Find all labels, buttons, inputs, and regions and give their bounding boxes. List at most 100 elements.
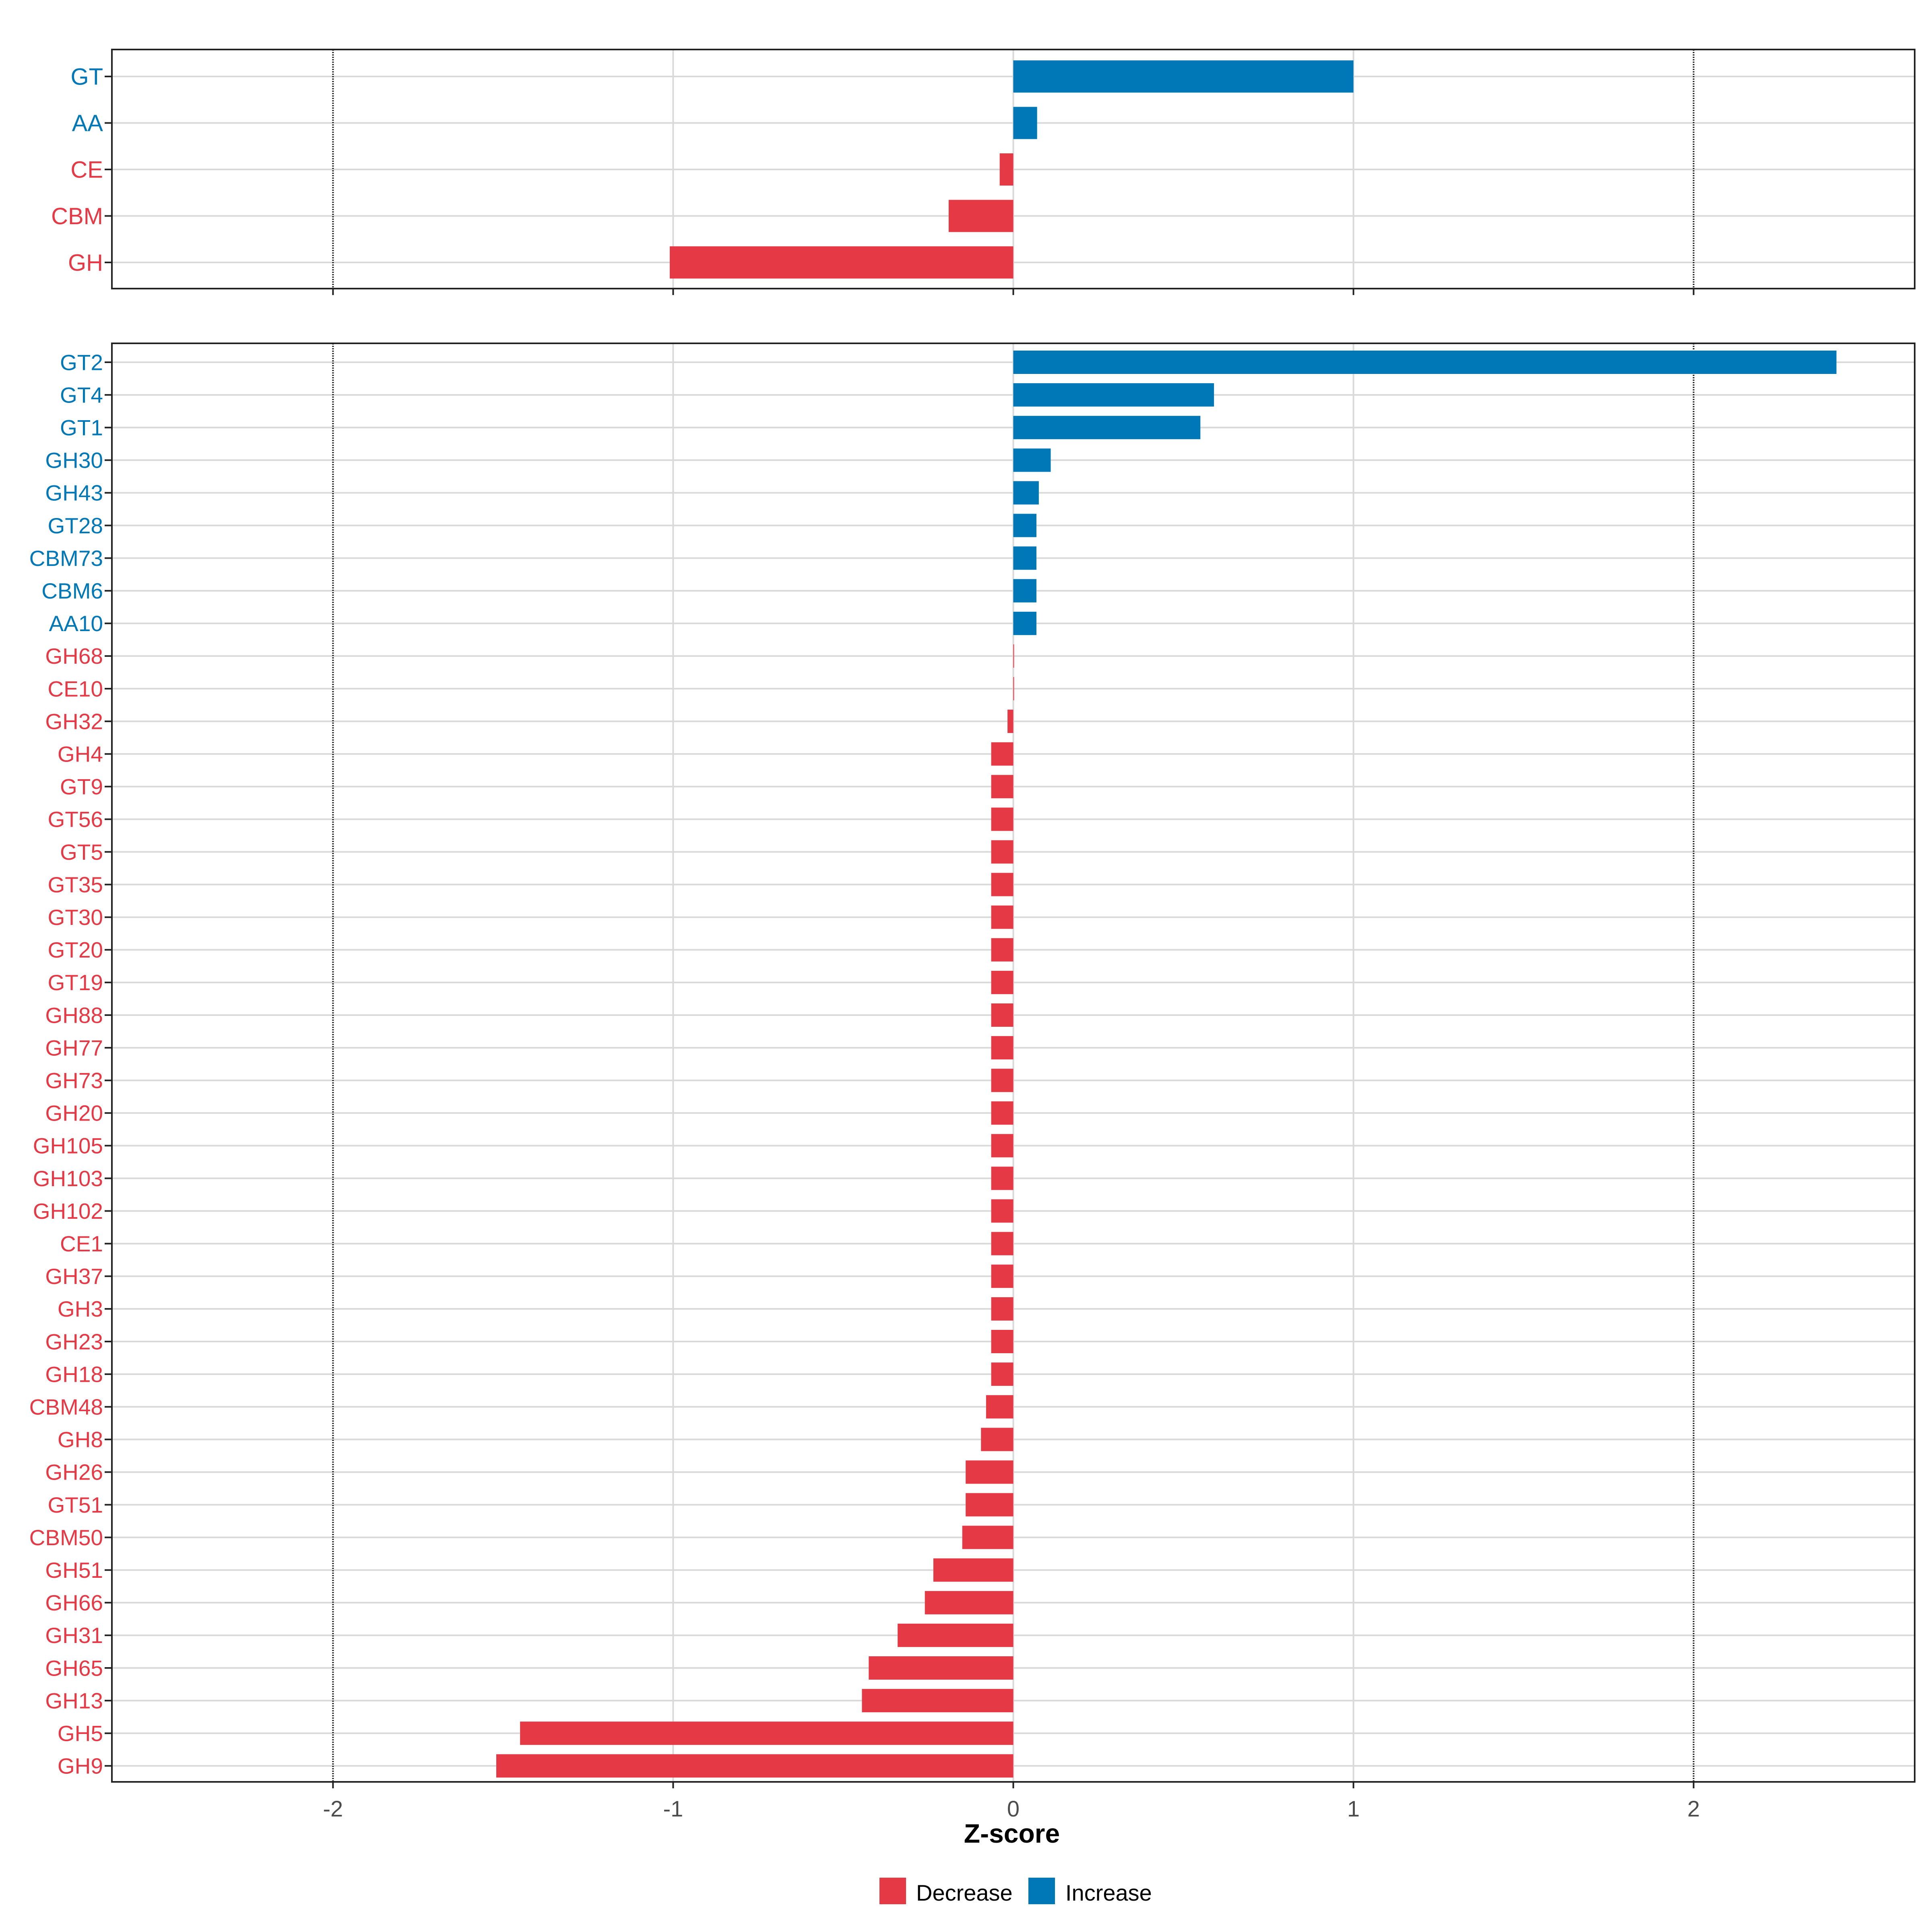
y-label-gt28: GT28	[47, 513, 103, 538]
y-label-cbm48: CBM48	[29, 1394, 103, 1419]
bar-gt1	[1013, 416, 1201, 440]
y-label-gt56: GT56	[47, 807, 103, 832]
bar-gt51	[966, 1493, 1013, 1517]
bar-gt4	[1013, 383, 1214, 407]
y-label-gh30: GH30	[45, 448, 103, 473]
y-label-gt5: GT5	[60, 840, 103, 865]
y-label-gh102: GH102	[33, 1199, 103, 1224]
y-label-gt51: GT51	[47, 1492, 103, 1517]
y-label-aa: AA	[72, 110, 103, 136]
bar-aa	[1013, 107, 1037, 139]
bar-gh13	[862, 1689, 1013, 1713]
y-label-gh: GH	[68, 250, 103, 276]
bar-ce1	[991, 1232, 1013, 1255]
bar-gt2	[1013, 351, 1837, 374]
bar-gt56	[991, 807, 1013, 831]
bar-gh43	[1013, 481, 1039, 505]
bar-gh9	[496, 1754, 1013, 1778]
bar-gh73	[991, 1069, 1013, 1092]
y-label-gh23: GH23	[45, 1329, 103, 1354]
y-label-gh3: GH3	[58, 1296, 103, 1321]
y-label-gh5: GH5	[58, 1721, 103, 1746]
y-label-gh20: GH20	[45, 1101, 103, 1126]
y-label-gh31: GH31	[45, 1623, 103, 1648]
x-tick-label: -2	[323, 1796, 343, 1821]
y-label-cbm: CBM	[51, 203, 103, 229]
bar-cbm50	[962, 1525, 1013, 1549]
x-tick-label: 0	[1007, 1796, 1020, 1821]
bar-gh30	[1013, 448, 1051, 472]
y-label-gh105: GH105	[33, 1133, 103, 1158]
bar-gh105	[991, 1134, 1013, 1158]
y-label-gt20: GT20	[47, 937, 103, 962]
y-label-gh73: GH73	[45, 1068, 103, 1093]
bottom-panel: GT2 GT4 GT1 GH30 GH43 GT28 CBM73 CBM6 AA10 GH68 CE…	[29, 343, 1915, 1788]
bar-gh68	[1013, 644, 1014, 668]
bar-gh20	[991, 1101, 1013, 1125]
y-label-ce10: CE10	[47, 676, 103, 701]
y-label-gh43: GH43	[45, 481, 103, 506]
y-label-gt: GT	[70, 64, 103, 90]
bar-ce	[999, 153, 1013, 186]
legend-label-increase: Increase	[1065, 1880, 1152, 1905]
y-label-gt2: GT2	[60, 350, 103, 375]
bar-cbm48	[986, 1395, 1013, 1419]
y-label-cbm73: CBM73	[29, 546, 103, 571]
bar-gh4	[991, 742, 1013, 766]
y-label-gh77: GH77	[45, 1035, 103, 1060]
bar-gt28	[1013, 514, 1036, 537]
bar-gh65	[869, 1656, 1013, 1680]
x-axis-label: Z-score	[964, 1818, 1060, 1848]
y-label-gt19: GT19	[47, 970, 103, 995]
y-label-gh88: GH88	[45, 1003, 103, 1028]
bar-gh103	[991, 1166, 1013, 1190]
y-label-gt4: GT4	[60, 382, 103, 407]
y-label-ce1: CE1	[60, 1231, 103, 1256]
bar-gt19	[991, 970, 1013, 994]
y-label-gh51: GH51	[45, 1558, 103, 1583]
bar-gh32	[1007, 710, 1013, 733]
bar-gt	[1013, 60, 1354, 93]
legend-swatch-increase	[1028, 1878, 1055, 1904]
y-label-gh9: GH9	[58, 1754, 103, 1779]
bar-gh5	[520, 1721, 1013, 1745]
y-label-gt35: GT35	[47, 872, 103, 897]
y-label-gh26: GH26	[45, 1460, 103, 1485]
y-label-gh103: GH103	[33, 1166, 103, 1191]
bar-gh77	[991, 1036, 1013, 1060]
x-axis: -2 -1 0 1 2	[323, 1796, 1700, 1821]
bar-gh51	[933, 1558, 1013, 1582]
bar-cbm	[948, 200, 1013, 232]
legend-label-decrease: Decrease	[916, 1880, 1013, 1905]
y-label-cbm6: CBM6	[41, 578, 103, 603]
y-label-gh65: GH65	[45, 1655, 103, 1680]
y-label-gh37: GH37	[45, 1264, 103, 1289]
bar-gh18	[991, 1362, 1013, 1386]
x-tick-label: 2	[1687, 1796, 1700, 1821]
legend: Decrease Increase	[879, 1878, 1152, 1905]
y-label-gh8: GH8	[58, 1427, 103, 1452]
bar-gt5	[991, 840, 1013, 864]
bar-gh8	[981, 1428, 1013, 1451]
bar-gh	[669, 246, 1013, 279]
bar-gt9	[991, 775, 1013, 799]
bar-gh31	[898, 1623, 1013, 1647]
bar-aa10	[1013, 611, 1036, 635]
bar-gh23	[991, 1330, 1013, 1353]
bar-gh88	[991, 1003, 1013, 1027]
bar-gh3	[991, 1297, 1013, 1321]
panel-frame	[111, 343, 1915, 1783]
bar-cbm6	[1013, 579, 1036, 603]
y-label-gt30: GT30	[47, 905, 103, 930]
y-label-gh18: GH18	[45, 1362, 103, 1387]
bar-gh26	[966, 1460, 1013, 1484]
y-label-gh32: GH32	[45, 709, 103, 734]
top-panel: GT AA CE CBM GH	[51, 49, 1915, 295]
y-label-gh68: GH68	[45, 644, 103, 669]
x-tick-label: -1	[663, 1796, 683, 1821]
bar-gh37	[991, 1264, 1013, 1288]
bar-gt35	[991, 873, 1013, 896]
bar-gh102	[991, 1199, 1013, 1223]
y-label-cbm50: CBM50	[29, 1525, 103, 1550]
